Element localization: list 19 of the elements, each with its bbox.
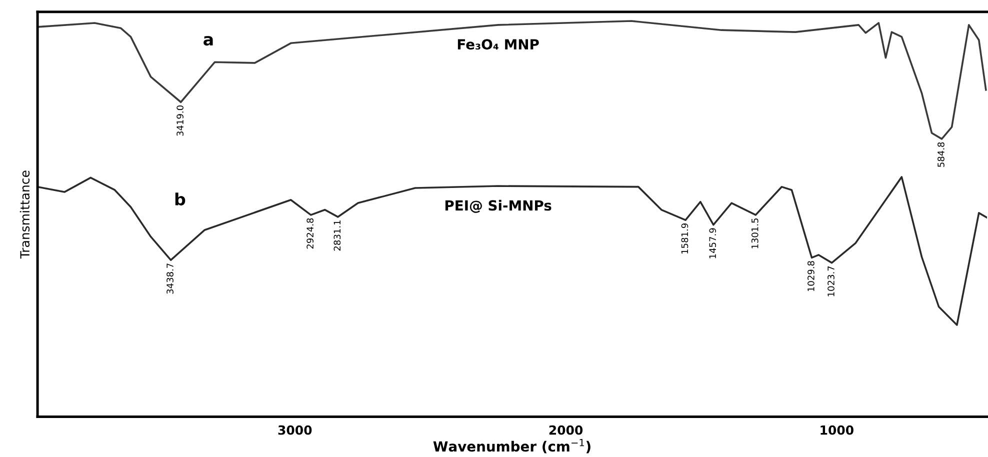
annotation: 3438.7 [166,264,174,294]
annotation: 1457.9 [709,228,716,258]
annotation: 1023.7 [828,266,834,296]
annotation: 584.8 [938,142,944,167]
annotation: b [175,192,186,206]
annotation: 2831.1 [334,220,341,251]
series-label: Fe₃O₄ MNP [458,39,539,50]
annotation: a [204,36,213,46]
annotation: 2924.8 [306,218,314,249]
annotation: 1029.8 [808,261,814,292]
x-tick-label: 1000 [820,425,854,435]
annotation: 1581.9 [681,223,688,254]
y-axis-title: Transmittance [20,170,30,259]
x-tick-label: 3000 [278,425,312,435]
x-axis-title: Wavenumber (cm$^{−1}$) [433,439,590,454]
annotation: 1301.5 [751,218,758,248]
x-tick-label: 2000 [549,425,583,435]
annotation: 3419.0 [176,106,184,136]
series-label: PEI@ Si-MNPs [445,200,552,213]
